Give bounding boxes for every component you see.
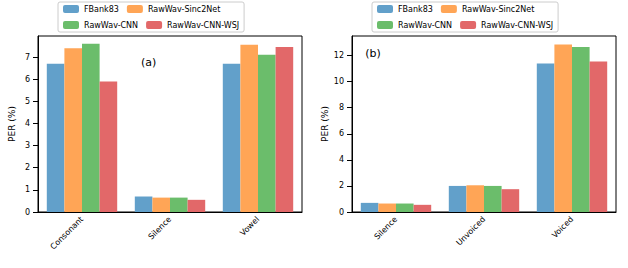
svg-text:(b): (b) (365, 47, 381, 60)
svg-text:Vowel: Vowel (238, 215, 261, 238)
svg-text:4: 4 (339, 155, 344, 164)
svg-text:PER (%): PER (%) (320, 106, 330, 142)
svg-text:6: 6 (339, 129, 344, 138)
svg-text:2: 2 (25, 163, 30, 172)
svg-text:RawWav-CNN: RawWav-CNN (398, 21, 452, 30)
svg-text:7: 7 (25, 53, 30, 62)
svg-text:RawWav-CNN-WSJ: RawWav-CNN-WSJ (481, 21, 553, 30)
svg-text:0: 0 (339, 208, 344, 217)
svg-text:Consonant: Consonant (49, 215, 86, 252)
svg-text:6: 6 (25, 75, 30, 84)
svg-text:3: 3 (25, 141, 30, 150)
svg-text:RawWav-CNN: RawWav-CNN (84, 21, 138, 30)
svg-text:8: 8 (339, 103, 344, 112)
svg-text:Silence: Silence (372, 215, 399, 242)
svg-text:RawWav-CNN-WSJ: RawWav-CNN-WSJ (167, 21, 239, 30)
svg-text:Voiced: Voiced (550, 215, 575, 240)
svg-text:2: 2 (339, 181, 344, 190)
svg-text:RawWav-Sinc2Net: RawWav-Sinc2Net (148, 5, 220, 14)
svg-text:PER (%): PER (%) (7, 106, 17, 142)
svg-text:RawWav-Sinc2Net: RawWav-Sinc2Net (462, 5, 534, 14)
svg-text:10: 10 (334, 77, 344, 86)
svg-text:4: 4 (25, 119, 30, 128)
svg-text:0: 0 (25, 208, 30, 217)
svg-text:FBank83: FBank83 (398, 5, 433, 14)
svg-text:FBank83: FBank83 (84, 5, 119, 14)
svg-text:Silence: Silence (146, 215, 173, 242)
svg-text:Unvoiced: Unvoiced (455, 215, 488, 248)
svg-text:1: 1 (25, 185, 30, 194)
svg-text:(a): (a) (141, 56, 156, 69)
svg-text:5: 5 (25, 97, 30, 106)
svg-text:12: 12 (334, 51, 344, 60)
